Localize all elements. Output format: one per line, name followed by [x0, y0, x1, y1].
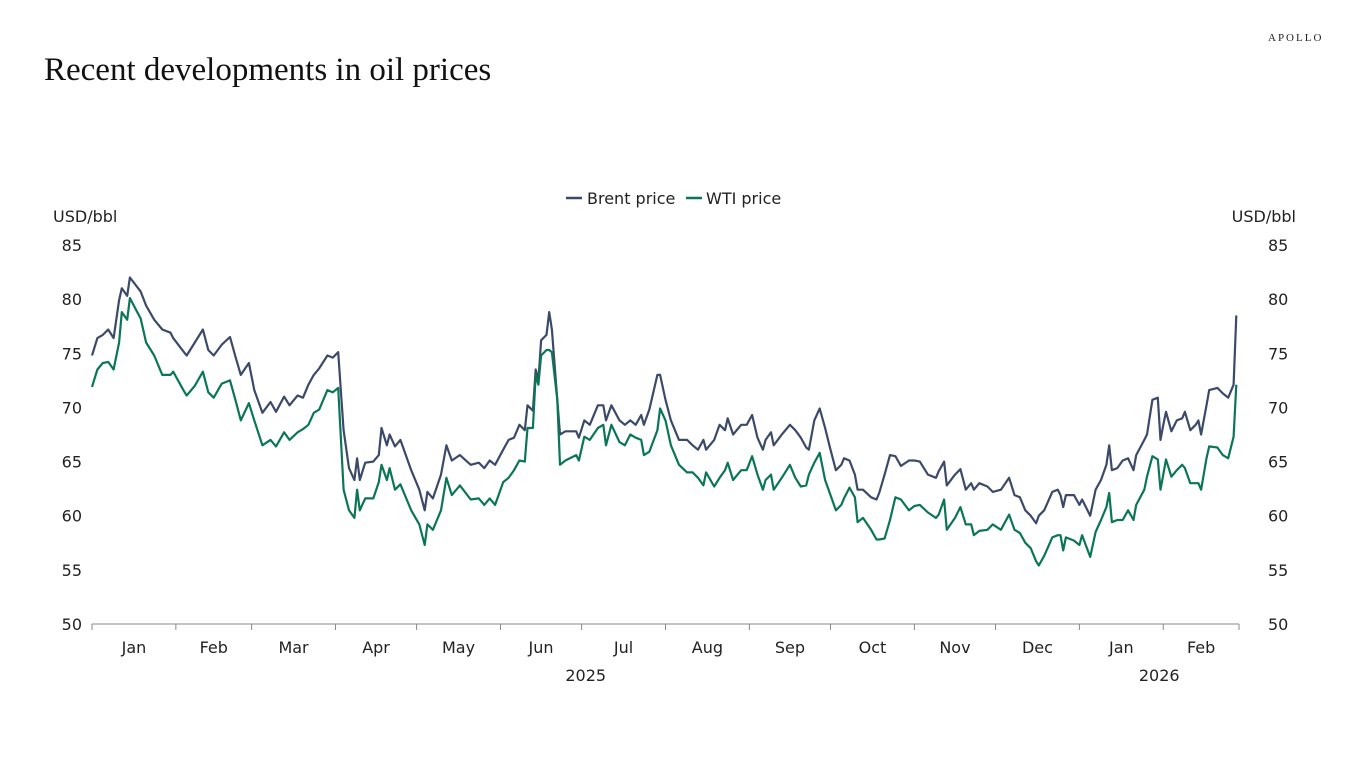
y-tick-label-left: 50: [62, 615, 82, 634]
y-tick-label-left: 75: [62, 344, 82, 363]
x-tick-label: Apr: [362, 638, 390, 657]
y-axis-title-right: USD/bbl: [1232, 207, 1296, 226]
y-tick-label-left: 80: [62, 290, 82, 309]
x-tick-label: Aug: [692, 638, 723, 657]
x-tick-label: Jun: [528, 638, 554, 657]
x-tick-label: Dec: [1022, 638, 1053, 657]
x-tick-label: Jan: [1108, 638, 1134, 657]
wti-price-line: [90, 297, 1238, 567]
y-tick-label-left: 60: [62, 507, 82, 526]
y-axis-title-left: USD/bbl: [53, 207, 117, 226]
x-year-label: 2026: [1139, 666, 1180, 685]
y-tick-label-right: 65: [1268, 453, 1288, 472]
x-tick-label: Jan: [121, 638, 147, 657]
x-year-label: 2025: [565, 666, 606, 685]
y-tick-label-left: 85: [62, 236, 82, 255]
legend-label-brent: Brent price: [587, 189, 675, 208]
brent-price-line: [90, 276, 1238, 525]
y-tick-label-right: 70: [1268, 398, 1288, 417]
y-tick-label-right: 80: [1268, 290, 1288, 309]
y-tick-label-left: 70: [62, 398, 82, 417]
y-tick-label-right: 50: [1268, 615, 1288, 634]
y-tick-label-right: 55: [1268, 561, 1288, 580]
x-tick-label: Oct: [859, 638, 887, 657]
x-tick-label: May: [442, 638, 475, 657]
legend: Brent price WTI price: [566, 189, 781, 208]
x-tick-label: Jul: [613, 638, 633, 657]
y-tick-label-left: 65: [62, 453, 82, 472]
x-tick-label: Feb: [200, 638, 228, 657]
page-title: Recent developments in oil prices: [44, 52, 492, 88]
x-tick-label: Mar: [278, 638, 309, 657]
legend-label-wti: WTI price: [706, 189, 781, 208]
x-tick-label: Sep: [775, 638, 805, 657]
apollo-logo: APOLLO: [1268, 32, 1324, 44]
x-tick-label: Feb: [1187, 638, 1215, 657]
y-tick-label-right: 75: [1268, 344, 1288, 363]
y-tick-label-right: 85: [1268, 236, 1288, 255]
y-tick-label-left: 55: [62, 561, 82, 580]
y-tick-label-right: 60: [1268, 507, 1288, 526]
x-tick-label: Nov: [939, 638, 970, 657]
